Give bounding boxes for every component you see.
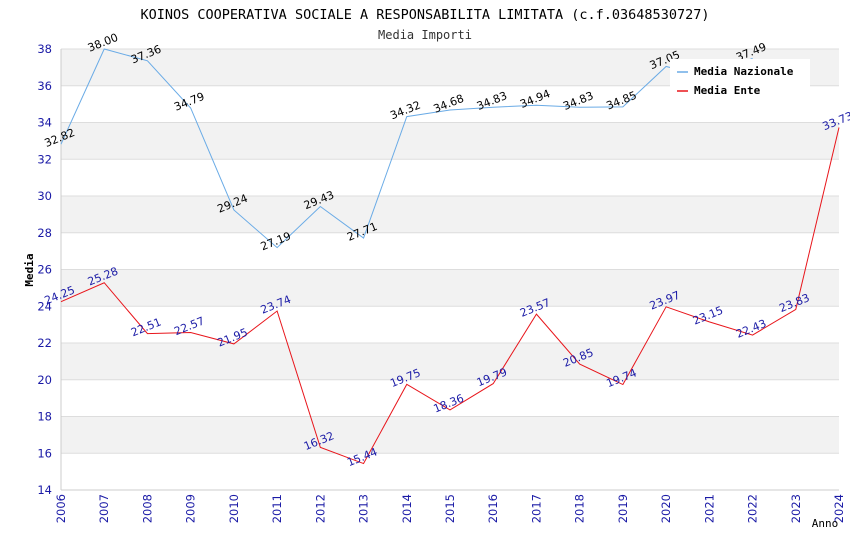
background-band xyxy=(61,232,839,270)
x-tick-label: 2009 xyxy=(184,494,198,523)
background-band xyxy=(61,269,839,307)
series-lines xyxy=(60,48,840,465)
legend: Media Nazionale Media Ente xyxy=(670,59,810,101)
x-tick-label: 2014 xyxy=(400,494,414,523)
y-tick-label: 38 xyxy=(37,42,52,56)
series-line-media-nazionale xyxy=(60,48,753,249)
x-tick-label: 2010 xyxy=(227,494,241,523)
x-tick-label: 2022 xyxy=(746,494,760,523)
x-tick-label: 2008 xyxy=(140,494,154,523)
x-tick-label: 2012 xyxy=(313,494,327,523)
chart-title: KOINOS COOPERATIVA SOCIALE A RESPONSABIL… xyxy=(141,7,710,23)
y-axis: 14 16 18 20 22 24 26 28 30 32 34 36 38 xyxy=(37,42,62,497)
x-tick-label: 2020 xyxy=(659,494,673,523)
background-band xyxy=(61,196,839,233)
y-tick-label: 36 xyxy=(37,79,52,93)
plot-background-bands xyxy=(61,49,839,490)
y-tick-label: 24 xyxy=(37,299,52,313)
y-tick-label: 28 xyxy=(37,226,52,240)
x-tick-label: 2017 xyxy=(529,494,543,523)
x-tick-label: 2006 xyxy=(54,494,68,523)
x-tick-label: 2016 xyxy=(486,494,500,523)
x-tick-label: 2011 xyxy=(270,494,284,523)
y-tick-label: 14 xyxy=(37,483,52,497)
y-tick-label: 22 xyxy=(37,336,52,350)
y-tick-label: 30 xyxy=(37,189,52,203)
x-tick-label: 2024 xyxy=(832,494,846,523)
y-tick-label: 34 xyxy=(37,116,52,130)
x-axis-title: Anno xyxy=(812,517,839,530)
x-axis: 2006 2007 2008 2009 2010 2011 2012 2013 2014 2015… xyxy=(54,489,846,523)
legend-label-media-nazionale: Media Nazionale xyxy=(694,65,794,78)
y-tick-label: 26 xyxy=(37,263,52,277)
background-band xyxy=(61,343,839,380)
x-tick-label: 2023 xyxy=(789,494,803,523)
background-band xyxy=(61,416,839,454)
y-tick-label: 32 xyxy=(37,152,52,166)
y-tick-label: 18 xyxy=(37,410,52,424)
x-tick-label: 2021 xyxy=(702,494,716,523)
x-tick-label: 2013 xyxy=(357,494,371,523)
legend-box xyxy=(670,59,810,101)
x-tick-label: 2007 xyxy=(97,494,111,523)
x-tick-label: 2019 xyxy=(616,494,630,523)
y-axis-title: Media xyxy=(23,253,36,286)
y-tick-label: 20 xyxy=(37,373,52,387)
background-band xyxy=(61,453,839,490)
chart-subtitle: Media Importi xyxy=(378,28,472,42)
background-band xyxy=(61,159,839,196)
background-band xyxy=(61,122,839,160)
x-tick-label: 2018 xyxy=(573,494,587,523)
x-tick-label: 2015 xyxy=(443,494,457,523)
legend-label-media-ente: Media Ente xyxy=(694,84,761,97)
series-line-media-ente xyxy=(60,127,840,465)
y-tick-label: 16 xyxy=(37,446,52,460)
background-band xyxy=(61,306,839,343)
